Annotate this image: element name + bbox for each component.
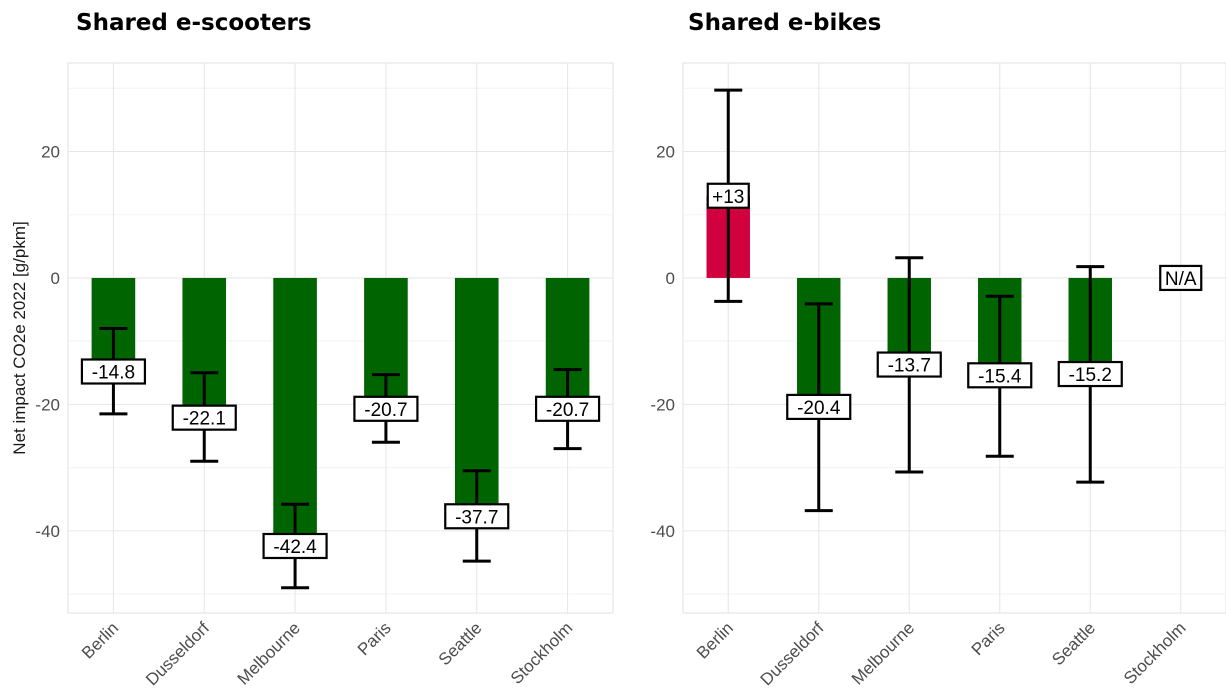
- data-label-box: [786, 393, 852, 421]
- data-label-box: [353, 395, 419, 422]
- ebikes-data-label: -20.4: [786, 393, 852, 421]
- scooters-data-label: -42.4: [262, 532, 328, 560]
- scooters-y-axis-label: Net impact CO2e 2022 [g/pkm]: [10, 221, 29, 454]
- ebikes-data-label: +13: [706, 182, 750, 209]
- scooters-data-label: -20.7: [534, 395, 601, 422]
- data-label-box: [262, 532, 328, 560]
- scooters-x-tick-label: Dusseldorf: [142, 618, 213, 689]
- data-label-text: -14.8: [92, 363, 135, 384]
- ebikes-panel-title: Shared e-bikes: [688, 10, 882, 36]
- ebikes-y-tick-label: 20: [656, 143, 675, 162]
- scooters-data-label: -20.7: [353, 395, 419, 422]
- ebikes-x-tick-label: Stockholm: [1120, 618, 1190, 688]
- ebikes-y-tick-label: 0: [666, 269, 675, 288]
- scooters-x-tick-label: Stockholm: [507, 618, 577, 688]
- scooters-x-tick-label: Melbourne: [234, 618, 304, 688]
- ebikes-data-label: -13.7: [876, 351, 942, 378]
- scooters-bar: [273, 277, 317, 546]
- data-label-box: [706, 182, 750, 209]
- scooters-y-tick-label: -20: [35, 395, 60, 414]
- ebikes-y-tick-label: -40: [650, 522, 675, 541]
- ebikes-x-tick-label: Dusseldorf: [757, 618, 828, 689]
- scooters-data-label: -14.8: [80, 358, 147, 385]
- scooters-panel-title: Shared e-scooters: [76, 10, 312, 36]
- ebikes-x-tick-label: Seattle: [1048, 618, 1099, 669]
- scooters-y-tick-label: 20: [41, 143, 60, 162]
- ebikes-y-tick-label: -20: [650, 395, 675, 414]
- data-label-box: [1057, 360, 1123, 388]
- data-label-text: -37.7: [455, 507, 498, 528]
- ebikes-plot-area: [682, 62, 1226, 614]
- scooters-y-tick-label: -40: [35, 522, 60, 541]
- data-label-text: -13.7: [888, 356, 931, 377]
- data-label-box: [171, 404, 237, 431]
- data-label-box: [876, 351, 942, 378]
- ebikes-data-label: -15.2: [1057, 360, 1123, 388]
- scooters-plot-area: [67, 62, 614, 614]
- data-label-text: -20.7: [546, 400, 589, 421]
- scooters-x-tick-label: Seattle: [435, 618, 486, 669]
- scooters-y-tick-label: 0: [51, 269, 60, 288]
- scooters-x-tick-label: Paris: [354, 618, 395, 659]
- data-label-box: [80, 358, 147, 385]
- scooters-data-label: -22.1: [171, 404, 237, 431]
- ebikes-x-tick-label: Melbourne: [848, 618, 918, 688]
- data-label-box: [967, 362, 1033, 389]
- data-label-text: -15.2: [1069, 365, 1112, 386]
- ebikes-x-tick-label: Berlin: [693, 618, 737, 662]
- ebikes-panel: -40 -20 0 20 +13 -20.4 -13.7 -15.4 -15.2 N/A Berli…: [650, 62, 1226, 689]
- data-label-box: [1159, 264, 1203, 292]
- data-label-text: -20.4: [797, 398, 841, 419]
- data-label-text: -22.1: [183, 409, 226, 430]
- scooters-x-tick-label: Berlin: [78, 618, 122, 662]
- ebikes-x-tick-label: Paris: [968, 618, 1009, 659]
- data-label-text: -15.4: [978, 366, 1022, 387]
- data-label-text: -20.7: [364, 400, 407, 421]
- scooters-data-label: -37.7: [444, 503, 510, 530]
- data-label-box: [444, 503, 510, 530]
- data-label-text: N/A: [1165, 269, 1197, 290]
- data-label-text: +13: [712, 187, 744, 208]
- data-label-box: [534, 395, 601, 422]
- ebikes-data-label: N/A: [1159, 264, 1203, 292]
- ebikes-data-label: -15.4: [967, 362, 1033, 389]
- scooters-panel: -40 -20 0 20 Net impact CO2e 2022 [g/pkm] -14…: [10, 62, 614, 689]
- data-label-text: -42.4: [273, 537, 317, 558]
